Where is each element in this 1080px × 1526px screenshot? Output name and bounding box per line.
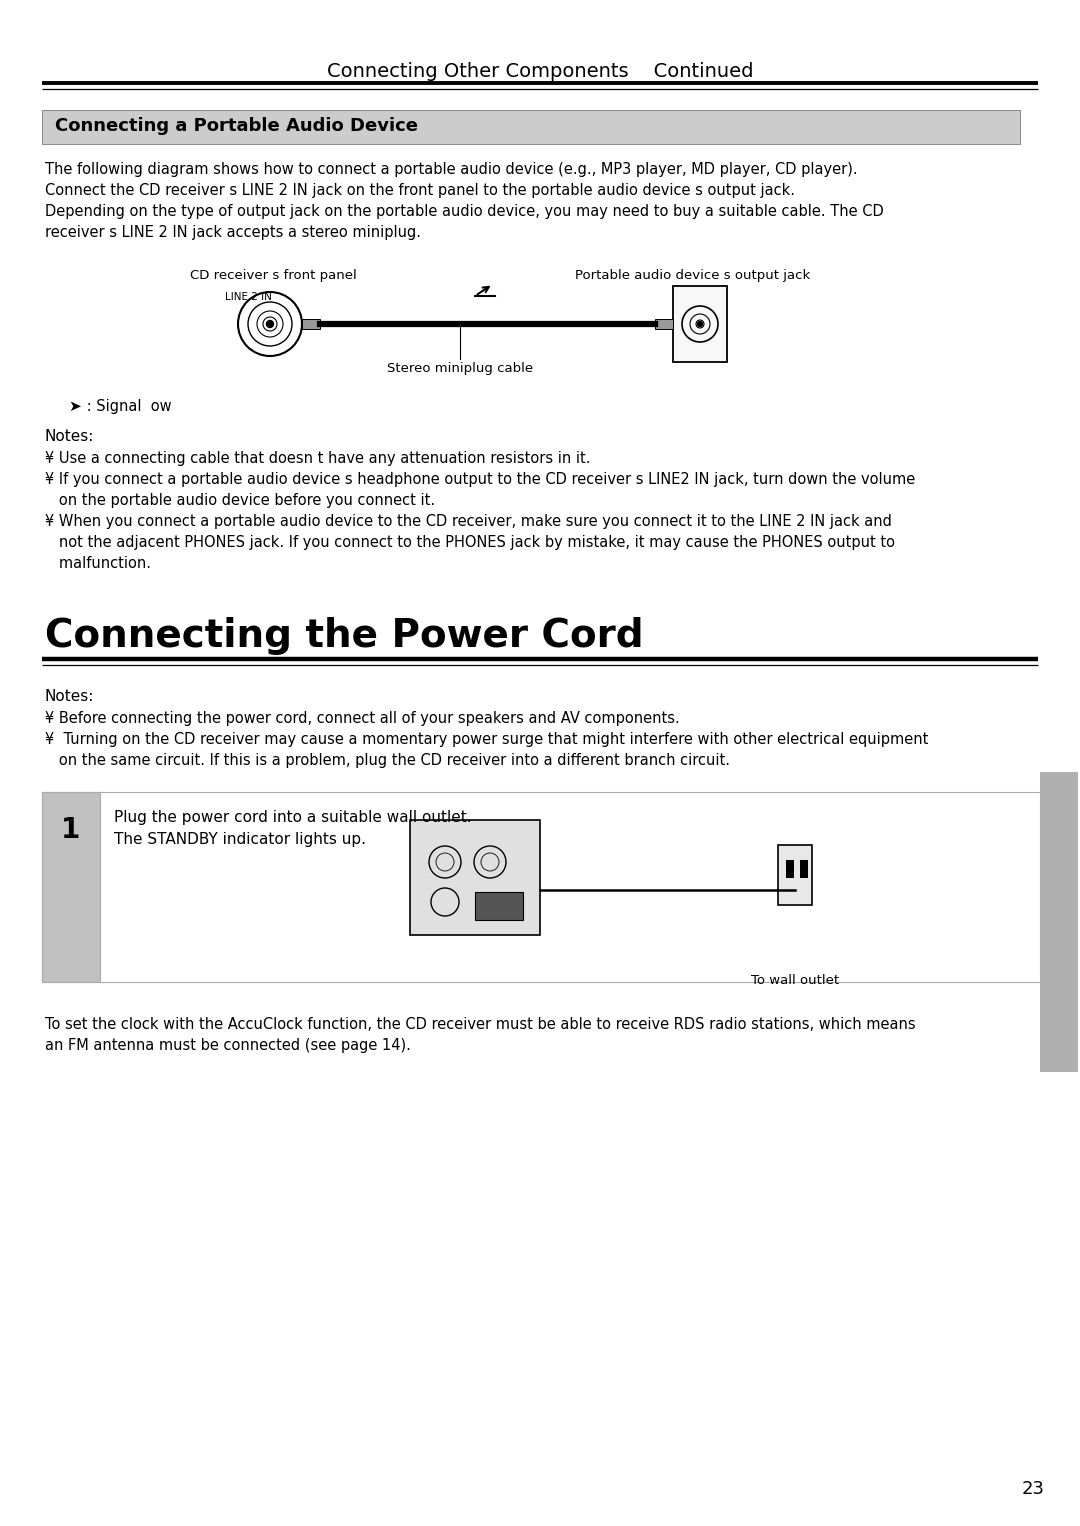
Text: ¥ Before connecting the power cord, connect all of your speakers and AV componen: ¥ Before connecting the power cord, conn…	[45, 711, 679, 726]
Text: on the same circuit. If this is a problem, plug the CD receiver into a different: on the same circuit. If this is a proble…	[45, 752, 730, 768]
Text: Stereo miniplug cable: Stereo miniplug cable	[387, 362, 534, 375]
Bar	[475, 893, 523, 920]
Text: The STANDBY indicator lights up.: The STANDBY indicator lights up.	[114, 832, 366, 847]
Bar	[42, 792, 1040, 983]
Text: not the adjacent PHONES jack. If you connect to the PHONES jack by mistake, it m: not the adjacent PHONES jack. If you con…	[45, 536, 895, 549]
Bar	[778, 845, 812, 905]
Text: Connect the CD receiver s LINE 2 IN jack on the front panel to the portable audi: Connect the CD receiver s LINE 2 IN jack…	[45, 183, 795, 198]
Text: ¥ Use a connecting cable that doesn t have any attenuation resistors in it.: ¥ Use a connecting cable that doesn t ha…	[45, 452, 591, 465]
Bar	[302, 319, 320, 330]
Bar	[654, 319, 673, 330]
Text: Notes:: Notes:	[45, 429, 94, 444]
Text: Portable audio device s output jack: Portable audio device s output jack	[575, 269, 810, 282]
Text: : Signal  ow: : Signal ow	[82, 398, 172, 414]
Circle shape	[698, 322, 702, 327]
Text: Notes:: Notes:	[45, 690, 94, 703]
Text: To wall outlet: To wall outlet	[751, 974, 839, 987]
Text: Depending on the type of output jack on the portable audio device, you may need : Depending on the type of output jack on …	[45, 204, 883, 220]
Text: ¥  Turning on the CD receiver may cause a momentary power surge that might inter: ¥ Turning on the CD receiver may cause a…	[45, 732, 929, 748]
Bar	[673, 285, 727, 362]
Circle shape	[267, 320, 273, 328]
Text: The following diagram shows how to connect a portable audio device (e.g., MP3 pl: The following diagram shows how to conne…	[45, 162, 858, 177]
Text: 1: 1	[62, 816, 81, 844]
Text: To set the clock with the AccuClock function, the CD receiver must be able to re: To set the clock with the AccuClock func…	[45, 1016, 916, 1032]
Bar	[410, 819, 540, 935]
Text: Connecting Other Components    Continued: Connecting Other Components Continued	[327, 63, 753, 81]
Text: CD receiver s front panel: CD receiver s front panel	[190, 269, 356, 282]
Text: an FM antenna must be connected (see page 14).: an FM antenna must be connected (see pag…	[45, 1038, 410, 1053]
Text: 23: 23	[1022, 1480, 1045, 1499]
Bar	[42, 792, 100, 983]
Text: ¥ When you connect a portable audio device to the CD receiver, make sure you con: ¥ When you connect a portable audio devi…	[45, 514, 892, 530]
Text: malfunction.: malfunction.	[45, 555, 151, 571]
Text: ➤: ➤	[68, 398, 81, 414]
Text: receiver s LINE 2 IN jack accepts a stereo miniplug.: receiver s LINE 2 IN jack accepts a ster…	[45, 224, 421, 240]
Text: Connecting the Power Cord: Connecting the Power Cord	[45, 617, 644, 655]
Bar	[786, 861, 794, 877]
Text: Connecting a Portable Audio Device: Connecting a Portable Audio Device	[55, 118, 418, 134]
Text: on the portable audio device before you connect it.: on the portable audio device before you …	[45, 493, 435, 508]
Bar	[800, 861, 808, 877]
Bar	[42, 110, 1020, 143]
Text: ¥ If you connect a portable audio device s headphone output to the CD receiver s: ¥ If you connect a portable audio device…	[45, 472, 915, 487]
Text: Plug the power cord into a suitable wall outlet.: Plug the power cord into a suitable wall…	[114, 810, 472, 826]
Text: LINE 2 IN: LINE 2 IN	[225, 291, 272, 302]
Bar	[1040, 772, 1078, 1071]
